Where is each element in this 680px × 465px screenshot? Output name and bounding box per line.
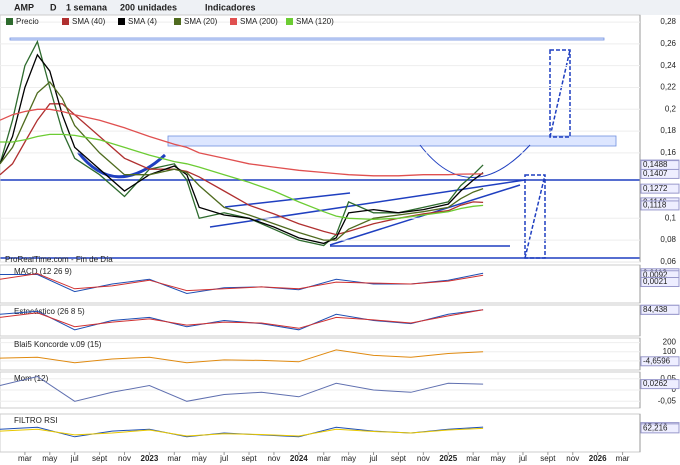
panels: 0,28 0,26 0,24 0,22 0,2 0,18 0,16 0,1 0,08 0,06 0,… <box>0 14 680 463</box>
legend-swatch <box>230 18 237 25</box>
series-line <box>0 103 484 236</box>
panel-title: Blai5 Koncorde v.09 (15) <box>14 340 102 349</box>
price-tag-label: 0,0262 <box>643 379 668 388</box>
units[interactable]: 200 unidades <box>120 2 177 12</box>
series-line <box>0 349 484 364</box>
x-tick-label: nov <box>267 454 280 463</box>
y-tick-label: 200 <box>663 338 677 347</box>
legend-swatch <box>286 18 293 25</box>
legend-label: SMA (120) <box>296 17 334 26</box>
series-line <box>0 426 484 438</box>
price-tag-label: 0,0092 <box>643 270 668 279</box>
panel-title: MACD (12 26 9) <box>14 267 72 276</box>
toolbar <box>0 0 680 15</box>
x-tick-label: nov <box>417 454 430 463</box>
x-tick-label: sept <box>391 454 407 463</box>
y-tick-label: 0,22 <box>660 83 676 92</box>
y-tick-label: 0,16 <box>660 148 676 157</box>
x-tick-label: mar <box>466 454 480 463</box>
x-tick-label: sept <box>241 454 257 463</box>
legend-swatch <box>6 18 13 25</box>
price-tag-label: 84,438 <box>643 305 668 314</box>
x-tick-label: may <box>490 454 505 463</box>
x-tick-label: may <box>42 454 57 463</box>
x-tick-label: sept <box>92 454 108 463</box>
price-tag <box>640 168 680 179</box>
x-tick-label: may <box>341 454 356 463</box>
x-tick-label: mar <box>167 454 181 463</box>
panel-title: Mom (12) <box>14 374 49 383</box>
y-tick-label: 0,05 <box>660 374 676 383</box>
legend-swatch <box>118 18 125 25</box>
symbol[interactable]: AMP <box>14 2 34 12</box>
x-tick-label: 2026 <box>589 454 607 463</box>
price-tag-label: 0,1118 <box>643 201 667 210</box>
x-tick-label: 2023 <box>141 454 159 463</box>
y-tick-label: 100 <box>663 347 677 356</box>
panel-title: Estocástico (26 8 5) <box>14 307 85 316</box>
drawings <box>0 37 640 259</box>
legend-label: Precio <box>16 17 39 26</box>
x-tick-label: 2024 <box>290 454 308 463</box>
y-tick-label: 0,08 <box>660 235 676 244</box>
price-tag-label: 0,0021 <box>643 277 668 286</box>
legend-label: SMA (4) <box>128 17 157 26</box>
x-tick-label: jul <box>70 454 79 463</box>
x-tick-label: nov <box>566 454 579 463</box>
price-tag <box>640 304 680 315</box>
y-tick-label: 0,24 <box>660 61 676 70</box>
y-tick-label: 0,26 <box>660 39 676 48</box>
x-tick-label: 2025 <box>439 454 457 463</box>
y-tick-label: 0 <box>672 385 677 394</box>
series-line <box>0 81 484 241</box>
period[interactable]: 1 semana <box>66 2 108 12</box>
legend-swatch <box>174 18 181 25</box>
chart-type[interactable]: D <box>50 2 57 12</box>
source: ProRealTime.com - Fin de Día <box>5 255 113 264</box>
panel-frame <box>0 413 641 453</box>
price-tag-label: -4,6596 <box>643 356 671 365</box>
indicators[interactable]: Indicadores <box>205 2 256 12</box>
y-tick-label: 0,18 <box>660 126 676 135</box>
y-tick-label: 0,1 <box>665 213 677 222</box>
x-tick-label: may <box>192 454 207 463</box>
price-tag <box>640 356 680 367</box>
price-tag-label: 0,1407 <box>643 169 668 178</box>
price-tag <box>640 379 680 390</box>
price-tag <box>640 277 680 288</box>
x-tick-label: mar <box>616 454 630 463</box>
series-line <box>0 272 484 295</box>
series-line <box>0 39 484 247</box>
x-tick-label: jul <box>518 454 527 463</box>
y-tick-label: -0,05 <box>658 396 677 405</box>
series-line <box>0 427 484 437</box>
y-tick-label: 0,06 <box>660 257 676 266</box>
price-tag <box>640 200 680 211</box>
x-tick-label: jul <box>219 454 228 463</box>
x-tick-label: nov <box>118 454 131 463</box>
series-line <box>0 273 484 292</box>
x-tick-label: jul <box>369 454 378 463</box>
x-tick-label: sept <box>540 454 556 463</box>
y-tick-label: 0,28 <box>660 17 676 26</box>
legend-swatch <box>62 18 69 25</box>
legend-label: SMA (20) <box>184 17 218 26</box>
price-tag-label: 0,1272 <box>643 184 668 193</box>
legend-label: SMA (200) <box>240 17 278 26</box>
y-tick-label: 0,2 <box>665 104 677 113</box>
panel-title: FILTRO RSI <box>14 416 57 425</box>
series-line <box>0 309 484 329</box>
price-tag <box>640 423 680 434</box>
series-line <box>0 53 484 245</box>
series-line <box>0 108 484 177</box>
legend-label: SMA (40) <box>72 17 106 26</box>
x-tick-label: mar <box>18 454 32 463</box>
series-line <box>0 133 484 221</box>
price-tag-label: 0,1488 <box>643 160 668 169</box>
series-line <box>0 375 484 402</box>
price-tag-label: 62,216 <box>643 423 668 432</box>
price-tag <box>640 183 680 194</box>
x-tick-label: mar <box>317 454 331 463</box>
